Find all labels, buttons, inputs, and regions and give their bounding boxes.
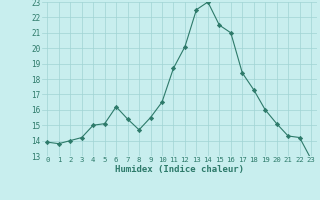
X-axis label: Humidex (Indice chaleur): Humidex (Indice chaleur) (115, 165, 244, 174)
